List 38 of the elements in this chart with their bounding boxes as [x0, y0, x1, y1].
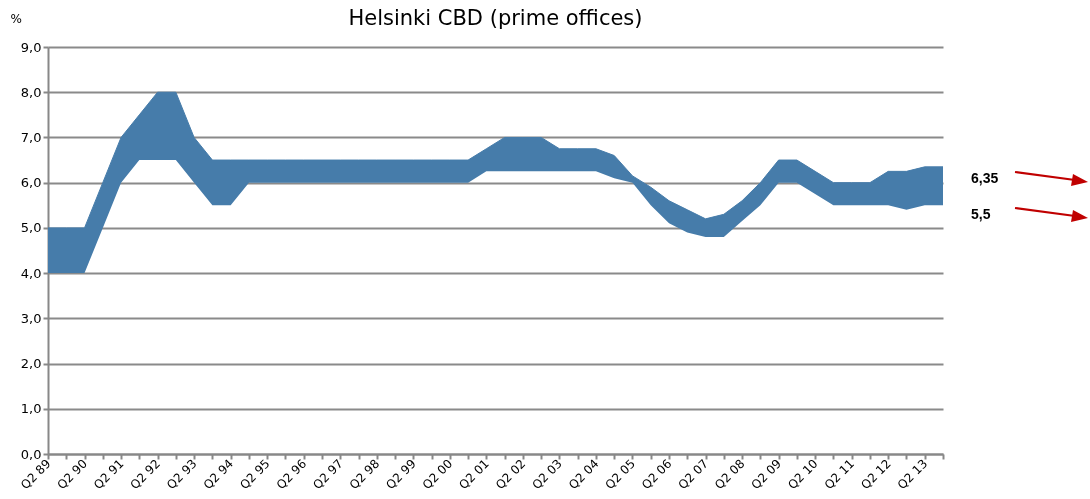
- text: 6,35: [971, 170, 999, 186]
- x-tick-label: Q2 06: [638, 456, 675, 493]
- x-tick-label: Q2 97: [310, 456, 346, 493]
- x-tick-label: Q2 01: [456, 456, 492, 493]
- y-tick-label: 6,0: [20, 175, 42, 191]
- y-tick-label: 0,0: [20, 446, 42, 462]
- x-tick-label: Q2 98: [346, 456, 383, 493]
- x-tick-label: Q2 92: [127, 456, 164, 493]
- x-tick-label: Q2 12: [858, 456, 894, 493]
- x-tick-label: Q2 90: [54, 456, 90, 493]
- x-tick-label: Q2 91: [91, 456, 127, 493]
- x-tick-label: Q2 95: [237, 456, 273, 493]
- chart-title: Helsinki CBD (prime offices): [348, 6, 643, 30]
- x-tick-label: Q2 94: [200, 456, 237, 493]
- y-tick-label: 2,0: [20, 356, 42, 372]
- y-tick-label: 3,0: [20, 310, 42, 326]
- x-tick-label: Q2 04: [565, 456, 602, 493]
- x-tick-label: Q2 99: [383, 456, 419, 493]
- y-tick-label: 4,0: [20, 265, 42, 281]
- x-tick-label: Q2 03: [529, 456, 565, 493]
- y-tick-label: 8,0: [20, 84, 42, 100]
- x-tick-label: Q2 93: [164, 456, 200, 493]
- x-tick-label: Q2 96: [273, 456, 310, 493]
- x-tick-label: Q2 05: [602, 456, 638, 493]
- y-tick-label: 5,0: [20, 220, 42, 236]
- y-tick-label: 1,0: [20, 401, 42, 417]
- x-tick-label: Q2 11: [821, 456, 858, 493]
- x-tick-label: Q2 09: [748, 456, 785, 493]
- x-tick-label: Q2 08: [712, 456, 748, 493]
- x-tick-label: Q2 13: [894, 456, 931, 493]
- y-tick-label: 9,0: [20, 39, 42, 55]
- x-tick-label: Q2 00: [419, 456, 456, 493]
- x-tick-label: Q2 07: [675, 456, 711, 493]
- x-tick-label: Q2 02: [492, 456, 529, 493]
- text: 5,5: [971, 206, 991, 222]
- y-axis-title: %: [10, 11, 22, 26]
- y-tick-label: 7,0: [20, 129, 42, 145]
- x-tick-label: Q2 10: [785, 456, 821, 493]
